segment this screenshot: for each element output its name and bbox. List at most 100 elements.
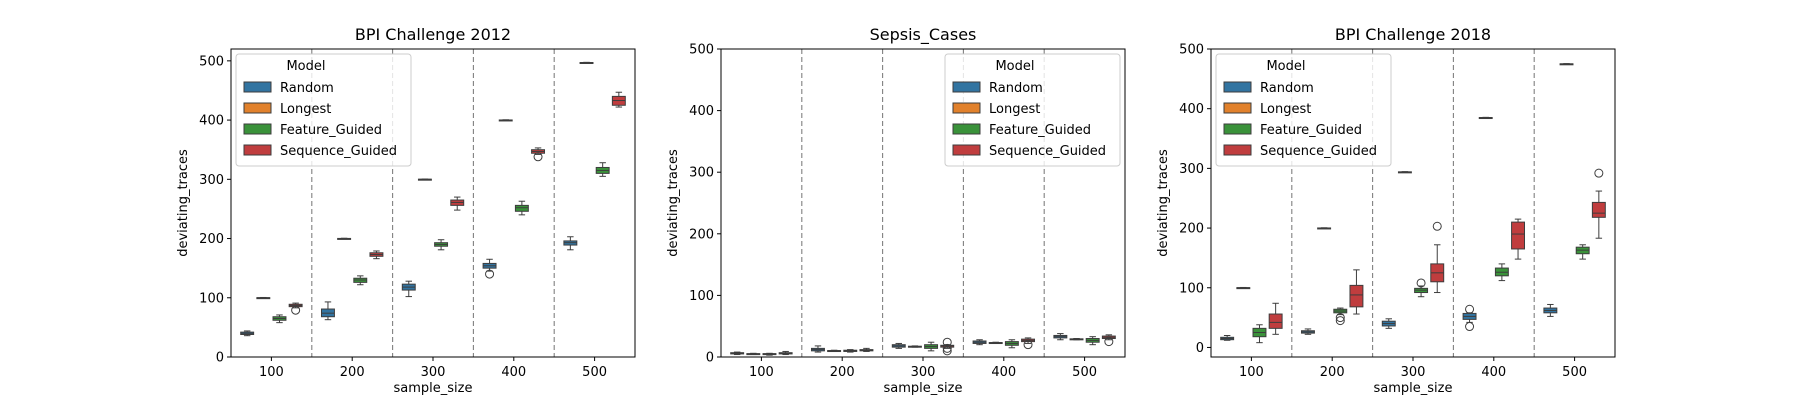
chart-panel-3: 0 100 200 300 400 500 100 200 300 400 500 BPI Chall…: [1156, 25, 1616, 396]
legend-label: Sequence_Guided: [1260, 144, 1377, 159]
box: [1511, 221, 1526, 250]
y-tick-label: 200: [199, 232, 224, 247]
x-tick-label: 300: [1401, 365, 1426, 380]
legend-label: Sequence_Guided: [280, 144, 397, 159]
legend-label: Feature_Guided: [989, 123, 1091, 138]
x-tick-label: 100: [749, 365, 774, 380]
y-tick-label: 100: [1179, 281, 1204, 296]
x-tick-label: 100: [259, 365, 284, 380]
outlier-point: [1594, 168, 1604, 178]
legend-title: Model: [286, 59, 325, 74]
x-tick-label: 200: [830, 365, 855, 380]
x-tick-label: 400: [991, 365, 1016, 380]
box: [1591, 201, 1606, 218]
x-tick-label: 500: [1562, 365, 1587, 380]
series-random: [730, 333, 1068, 356]
legend-swatch: [952, 144, 981, 156]
y-axis-label: deviating_traces: [176, 149, 191, 257]
series-random: [240, 236, 578, 337]
y-tick-label: 0: [706, 351, 714, 366]
y-axis-label: deviating_traces: [1156, 149, 1171, 257]
legend-swatch: [952, 81, 981, 93]
legend-label: Longest: [989, 102, 1040, 117]
outlier-point: [1023, 340, 1033, 350]
legend-swatch: [243, 123, 272, 135]
series-longest: [746, 338, 1084, 356]
outlier-point: [1335, 316, 1345, 326]
y-tick-label: 500: [1179, 43, 1204, 58]
y-tick-label: 300: [689, 166, 714, 181]
legend-label: Longest: [280, 102, 331, 117]
outlier-point: [291, 305, 301, 315]
outlier-point: [1465, 304, 1475, 314]
y-tick-label: 200: [689, 227, 714, 242]
legend-label: Feature_Guided: [280, 123, 382, 138]
legend-title: Model: [1266, 59, 1305, 74]
y-tick-label: 0: [1196, 341, 1204, 356]
chart-title: Sepsis_Cases: [870, 25, 977, 45]
legend-swatch: [1223, 123, 1252, 135]
box: [514, 204, 529, 212]
legend: Model Random Longest Feature_Guided Sequence…: [944, 53, 1121, 167]
series-sequence-guided: [1268, 168, 1606, 335]
x-axis-label: sample_size: [1374, 381, 1453, 396]
y-tick-label: 100: [689, 289, 714, 304]
legend-label: Sequence_Guided: [989, 144, 1106, 159]
x-tick-label: 300: [911, 365, 936, 380]
x-tick-label: 300: [421, 365, 446, 380]
y-tick-label: 500: [689, 43, 714, 58]
box: [1268, 313, 1283, 329]
legend-label: Random: [1260, 81, 1314, 96]
y-tick-label: 400: [199, 114, 224, 129]
legend-title: Model: [995, 59, 1034, 74]
x-tick-label: 500: [582, 365, 607, 380]
x-tick-label: 200: [340, 365, 365, 380]
outlier-point: [942, 343, 952, 353]
outlier-point: [1432, 221, 1442, 231]
y-tick-label: 0: [216, 351, 224, 366]
outlier-point: [485, 269, 495, 279]
legend-swatch: [1223, 102, 1252, 114]
y-tick-label: 400: [689, 104, 714, 119]
legend-swatch: [952, 102, 981, 114]
outlier-point: [1465, 322, 1475, 332]
series-feature-guided: [272, 162, 610, 324]
chart-panel-1: 0 100 200 300 400 500 100 200 300 400 500 BPI Chall…: [176, 25, 636, 396]
legend-swatch: [243, 102, 272, 114]
legend-swatch: [1223, 144, 1252, 156]
series-sequence-guided: [288, 91, 626, 315]
legend-swatch: [952, 123, 981, 135]
series-feature-guided: [762, 336, 1100, 356]
outlier-point: [942, 346, 952, 356]
series-longest: [256, 61, 594, 300]
series-feature-guided: [1252, 244, 1590, 344]
legend-label: Random: [989, 81, 1043, 96]
x-tick-label: 400: [1481, 365, 1506, 380]
legend: Model Random Longest Feature_Guided Sequence…: [235, 53, 412, 167]
legend-label: Feature_Guided: [1260, 123, 1362, 138]
y-tick-label: 500: [199, 54, 224, 69]
y-tick-label: 200: [1179, 222, 1204, 237]
legend: Model Random Longest Feature_Guided Sequence…: [1215, 53, 1392, 167]
chart-title: BPI Challenge 2012: [355, 25, 511, 44]
legend-swatch: [243, 144, 272, 156]
legend-frame: [235, 53, 412, 167]
outlier-point: [942, 337, 952, 347]
outlier-point: [533, 152, 543, 162]
legend-swatch: [243, 81, 272, 93]
y-tick-label: 300: [1179, 162, 1204, 177]
outlier-point: [1104, 337, 1114, 347]
x-tick-label: 100: [1239, 365, 1264, 380]
chart-panel-2: 0 100 200 300 400 500 100 200 300 400 500 Sepsis_Ca…: [666, 25, 1126, 396]
series-random: [1220, 303, 1558, 341]
legend-frame: [1215, 53, 1392, 167]
legend-frame: [944, 53, 1121, 167]
outlier-point: [1335, 313, 1345, 323]
x-tick-label: 400: [501, 365, 526, 380]
legend-label: Longest: [1260, 102, 1311, 117]
y-tick-label: 400: [1179, 102, 1204, 117]
y-tick-label: 100: [199, 291, 224, 306]
outlier-point: [1416, 278, 1426, 288]
legend-swatch: [1223, 81, 1252, 93]
